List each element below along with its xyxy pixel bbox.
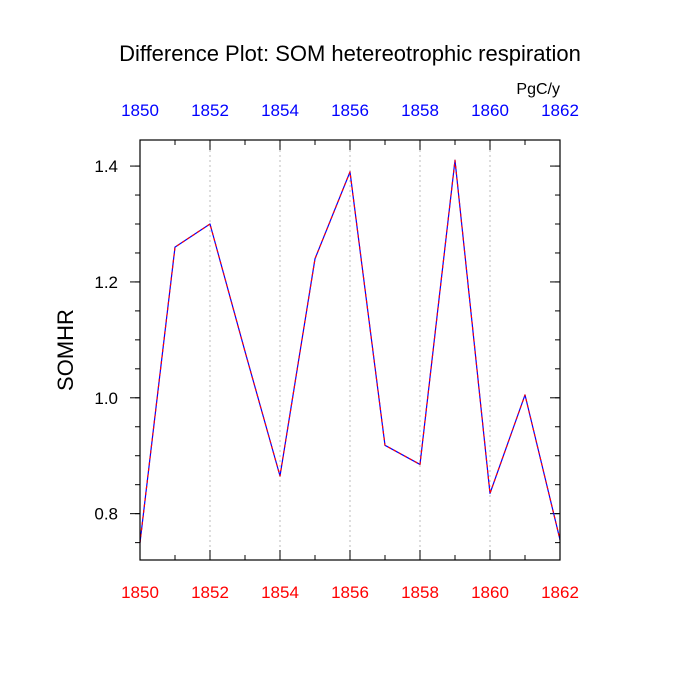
x-tick-label-top: 1856 <box>331 101 369 120</box>
x-tick-label-top: 1858 <box>401 101 439 120</box>
x-tick-label-top: 1862 <box>541 101 579 120</box>
x-tick-label-bottom: 1858 <box>401 583 439 602</box>
tick-labels: 1850 1852 1854 1856 1858 1860 1862 1850 1852 1854… <box>94 101 579 602</box>
y-tick-label: 1.4 <box>94 157 118 176</box>
x-tick-label-bottom: 1860 <box>471 583 509 602</box>
y-tick-label: 1.0 <box>94 389 118 408</box>
axis-ticks <box>130 140 561 560</box>
y-tick-label: 1.2 <box>94 273 118 292</box>
series-layer <box>139 159 561 543</box>
x-tick-label-bottom: 1862 <box>541 583 579 602</box>
y-tick-label: 0.8 <box>94 505 118 524</box>
x-tick-label-top: 1850 <box>121 101 159 120</box>
x-tick-label-bottom: 1854 <box>261 583 299 602</box>
x-tick-label-top: 1852 <box>191 101 229 120</box>
x-tick-label-bottom: 1852 <box>191 583 229 602</box>
x-tick-label-top: 1854 <box>261 101 299 120</box>
series-line-dash <box>139 159 561 543</box>
plot-frame <box>139 139 561 561</box>
units-label: PgC/y <box>516 81 560 98</box>
x-tick-label-top: 1860 <box>471 101 509 120</box>
x-tick-label-bottom: 1856 <box>331 583 369 602</box>
grid-lines <box>209 140 491 560</box>
y-axis-label: SOMHR <box>53 309 78 391</box>
x-tick-label-bottom: 1850 <box>121 583 159 602</box>
chart-title: Difference Plot: SOM hetereotrophic resp… <box>119 41 581 66</box>
